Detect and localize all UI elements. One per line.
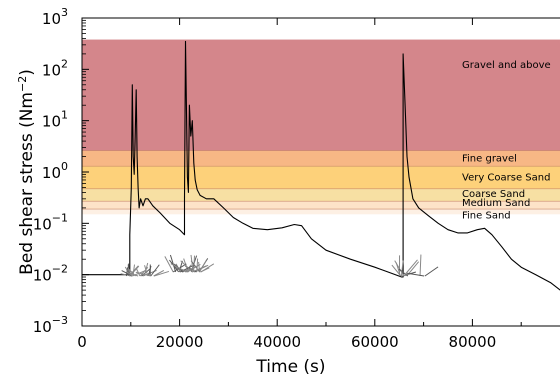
burst-vector [125, 267, 129, 277]
band-gravel-and-above [82, 39, 560, 151]
burst-vector [153, 270, 170, 277]
y-tick-label: 103 [42, 6, 68, 28]
vector-burst [391, 254, 439, 277]
burst-vector [398, 268, 409, 277]
series-line-0 [82, 40, 560, 291]
band-label: Fine gravel [462, 153, 517, 164]
band-fine-gravel [82, 150, 560, 167]
x-tick-label: 80000 [449, 333, 497, 351]
burst-vector [128, 265, 139, 277]
x-tick-label: 20000 [156, 333, 204, 351]
band-label: Coarse Sand [462, 189, 525, 200]
axis-ticks: 0 20000 40000 60000 80000 10−3 10−2 10−1 100 101 1… [33, 6, 522, 351]
x-tick-label: 0 [77, 333, 87, 351]
series-layer [82, 40, 560, 291]
vector-burst [164, 254, 215, 273]
burst-vector [198, 261, 201, 273]
band-label: Gravel and above [462, 60, 551, 71]
burst-vector [169, 254, 177, 273]
burst-vector [190, 254, 194, 273]
burst-vector [143, 262, 149, 277]
burst-vector [200, 263, 215, 273]
y-tick-label: 102 [42, 57, 68, 79]
burst-vector [400, 260, 404, 277]
burst-vector [395, 262, 401, 277]
y-tick-label: 10−3 [33, 314, 68, 336]
band-medium-sand [82, 201, 560, 210]
y-tick-label: 10−1 [33, 211, 68, 233]
burst-vector [193, 255, 196, 273]
band-label: Medium Sand [462, 198, 530, 209]
burst-vector [419, 254, 422, 277]
band-coarse-sand [82, 188, 560, 202]
sediment-bands [82, 39, 560, 215]
band-label: Very Coarse Sand [462, 172, 550, 183]
burst-vector [198, 259, 207, 273]
vector-burst [120, 262, 170, 277]
burst-vector [406, 272, 425, 277]
y-tick-label: 101 [42, 109, 68, 131]
burst-vector [164, 256, 174, 273]
marker-decorations [120, 254, 439, 277]
burst-vector [153, 270, 165, 277]
y-tick-label: 10−2 [33, 263, 68, 285]
band-fine-sand [82, 209, 560, 215]
band-very-coarse-sand [82, 166, 560, 189]
burst-vector [196, 258, 199, 273]
burst-vector [135, 268, 141, 277]
burst-vector [170, 263, 187, 273]
burst-vector [150, 264, 160, 277]
y-axis-label: Bed shear stress (Nm−2) [16, 69, 37, 275]
y-tick-label: 100 [42, 160, 68, 182]
x-tick-label: 60000 [351, 333, 399, 351]
burst-vector [141, 268, 151, 277]
burst-vector [135, 271, 151, 277]
burst-vector [180, 260, 193, 273]
x-axis-label: Time (s) [255, 357, 325, 377]
burst-vector [127, 267, 133, 277]
burst-vector [403, 259, 418, 277]
band-label: Fine Sand [462, 211, 511, 222]
burst-vector [424, 266, 439, 277]
x-tick-label: 40000 [253, 333, 301, 351]
burst-vector [192, 265, 207, 273]
burst-vector [391, 264, 402, 277]
